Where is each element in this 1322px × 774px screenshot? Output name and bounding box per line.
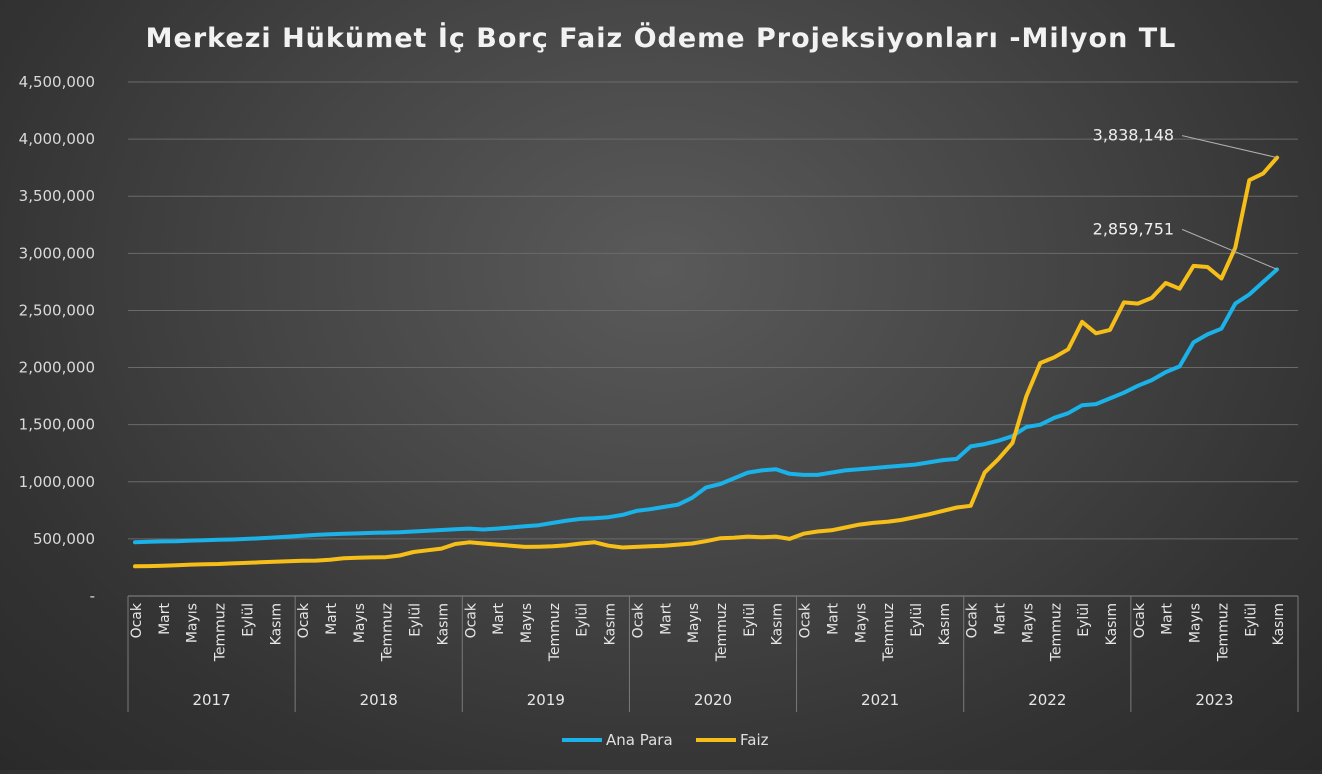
month-label: Eylül [1076, 603, 1092, 637]
month-label: Mayıs [1188, 603, 1204, 643]
month-label: Mart [658, 602, 674, 634]
y-tick-label: - [90, 587, 95, 605]
month-label: Kasım [770, 603, 786, 645]
month-label: Mayıs [352, 603, 368, 643]
x-axis: 2017 Ocak Mart Mayıs Temmuz Eylül Kasım 2018 Oca… [127, 595, 1299, 712]
y-tick-label: 2,000,000 [19, 359, 95, 377]
y-tick-label: 2,500,000 [19, 301, 95, 319]
year-label: 2022 [1028, 691, 1066, 709]
series-lines [133, 155, 1280, 569]
month-label: Ocak [1132, 602, 1148, 638]
month-label: Mayıs [1020, 603, 1036, 643]
month-label: Ocak [463, 602, 479, 638]
y-tick-label: 4,000,000 [19, 130, 95, 148]
month-label: Eylül [1243, 603, 1259, 637]
month-label: Kasım [435, 603, 451, 645]
month-label: Eylül [909, 603, 925, 637]
month-label: Mart [825, 602, 841, 634]
month-label: Eylül [240, 603, 256, 637]
y-tick-label: 1,500,000 [19, 416, 95, 434]
month-label: Eylül [575, 603, 591, 637]
month-label: Kasım [937, 603, 953, 645]
y-tick-label: 500,000 [33, 530, 95, 548]
year-label: 2018 [360, 691, 398, 709]
y-axis: - 500,000 1,000,000 1,500,000 2,000,000 2,500… [19, 73, 95, 605]
month-label: Temmuz [1215, 603, 1231, 662]
y-tick-label: 4,500,000 [19, 73, 95, 91]
year-label: 2017 [192, 691, 230, 709]
series-line-faiz [133, 155, 1280, 569]
month-label: Eylül [408, 603, 424, 637]
month-label: Kasım [1271, 603, 1287, 645]
chart-title: Merkezi Hükümet İç Borç Faiz Ödeme Proje… [146, 21, 1177, 54]
month-label: Ocak [798, 602, 814, 638]
month-label: Kasım [268, 603, 284, 645]
month-label: Eylül [742, 603, 758, 637]
gridlines [128, 81, 1298, 540]
month-label: Temmuz [213, 603, 229, 662]
legend: Ana Para Faiz [562, 731, 769, 749]
month-label: Mayıs [185, 603, 201, 643]
series-line-ana-para [133, 267, 1280, 545]
data-label-leader [1181, 228, 1278, 270]
data-label-leader [1181, 135, 1278, 159]
data-label: 2,859,751 [1093, 219, 1174, 238]
y-tick-label: 3,500,000 [19, 187, 95, 205]
month-label: Mart [1160, 602, 1176, 634]
month-label: Mart [993, 602, 1009, 634]
month-label: Temmuz [714, 603, 730, 662]
y-tick-label: 1,000,000 [19, 473, 95, 491]
month-label: Ocak [965, 602, 981, 638]
month-label: Ocak [129, 602, 145, 638]
data-labels: 2,859,751 3,838,148 [1093, 126, 1278, 270]
month-label: Temmuz [380, 603, 396, 662]
month-label: Mayıs [853, 603, 869, 643]
legend-label: Faiz [740, 731, 769, 749]
month-label: Kasım [1104, 603, 1120, 645]
month-label: Mart [157, 602, 173, 634]
year-label: 2021 [861, 691, 899, 709]
year-label: 2020 [694, 691, 732, 709]
month-label: Temmuz [881, 603, 897, 662]
year-label: 2019 [527, 691, 565, 709]
month-label: Ocak [630, 602, 646, 638]
month-label: Mayıs [686, 603, 702, 643]
month-label: Mart [324, 602, 340, 634]
y-tick-label: 3,000,000 [19, 244, 95, 262]
month-label: Mayıs [519, 603, 535, 643]
month-label: Mart [491, 602, 507, 634]
legend-label: Ana Para [606, 731, 673, 749]
data-label: 3,838,148 [1093, 126, 1174, 145]
month-label: Kasım [603, 603, 619, 645]
month-label: Temmuz [547, 603, 563, 662]
year-label: 2023 [1195, 691, 1233, 709]
month-label: Ocak [296, 602, 312, 638]
month-label: Temmuz [1048, 603, 1064, 662]
